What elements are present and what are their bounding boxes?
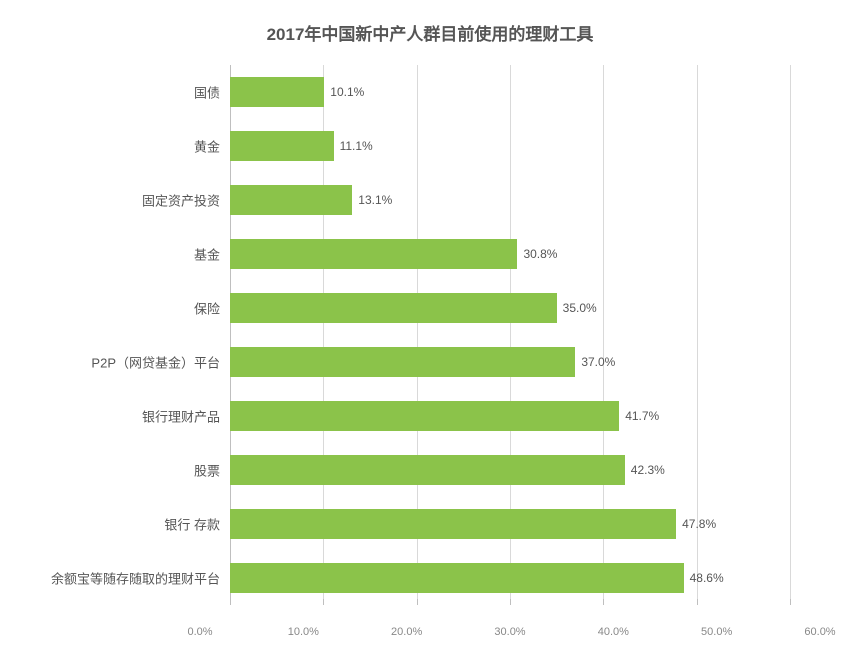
x-axis-ticks: 0.0%10.0%20.0%30.0%40.0%50.0%60.0%: [200, 626, 820, 642]
bar-value-label: 35.0%: [557, 301, 597, 315]
bar: 10.1%: [230, 77, 324, 107]
bar-row: P2P（网贷基金）平台37.0%: [230, 347, 790, 377]
bar-row: 股票42.3%: [230, 455, 790, 485]
bars-layer: 国债10.1% 黄金11.1% 固定资产投资13.1% 基金30.8% 保险35.0% P…: [230, 65, 790, 605]
category-label: 股票: [194, 460, 230, 479]
bar: 47.8%: [230, 509, 676, 539]
x-tick-label: 10.0%: [288, 626, 319, 638]
x-tick-mark: [790, 599, 791, 605]
bar: 37.0%: [230, 347, 575, 377]
chart-container: 2017年中国新中产人群目前使用的理财工具 国债10.1%黄金11.1%固定资产…: [0, 0, 860, 662]
bar-row: 黄金11.1%: [230, 131, 790, 161]
bar: 41.7%: [230, 401, 619, 431]
x-tick-label: 40.0%: [598, 626, 629, 638]
x-tick-label: 20.0%: [391, 626, 422, 638]
category-label: 余额宝等随存随取的理财平台: [51, 568, 230, 587]
bar-row: 银行理财产品41.7%: [230, 401, 790, 431]
bar-value-label: 13.1%: [352, 193, 392, 207]
bar: 11.1%: [230, 131, 334, 161]
category-label: 固定资产投资: [142, 190, 230, 209]
category-label: 国债: [194, 82, 230, 101]
category-label: 银行理财产品: [142, 406, 230, 425]
bar: 48.6%: [230, 563, 684, 593]
plot-area: 国债10.1% 黄金11.1% 固定资产投资13.1% 基金30.8% 保险35.0% P…: [230, 65, 790, 605]
bar-value-label: 10.1%: [324, 85, 364, 99]
x-tick-label: 60.0%: [804, 626, 835, 638]
bar-value-label: 42.3%: [625, 463, 665, 477]
bar-value-label: 48.6%: [684, 571, 724, 585]
bar-value-label: 37.0%: [575, 355, 615, 369]
x-tick-label: 30.0%: [494, 626, 525, 638]
bar-value-label: 41.7%: [619, 409, 659, 423]
bar-value-label: 47.8%: [676, 517, 716, 531]
bar-value-label: 30.8%: [517, 247, 557, 261]
bar: 35.0%: [230, 293, 557, 323]
bar-row: 国债10.1%: [230, 77, 790, 107]
bar-row: 基金30.8%: [230, 239, 790, 269]
x-tick-label: 50.0%: [701, 626, 732, 638]
bar-row: 固定资产投资13.1%: [230, 185, 790, 215]
category-label: 银行 存款: [164, 514, 230, 533]
category-label: 黄金: [194, 136, 230, 155]
bar-row: 保险35.0%: [230, 293, 790, 323]
x-tick-label: 0.0%: [187, 626, 212, 638]
bar-row: 银行 存款47.8%: [230, 509, 790, 539]
bar: 30.8%: [230, 239, 517, 269]
category-label: 保险: [194, 298, 230, 317]
bar: 42.3%: [230, 455, 625, 485]
category-label: P2P（网贷基金）平台: [91, 352, 230, 371]
bar-row: 余额宝等随存随取的理财平台48.6%: [230, 563, 790, 593]
category-label: 基金: [194, 244, 230, 263]
bar: 13.1%: [230, 185, 352, 215]
bar-value-label: 11.1%: [334, 139, 373, 153]
gridline: [790, 65, 791, 605]
chart-title: 2017年中国新中产人群目前使用的理财工具: [30, 20, 830, 45]
